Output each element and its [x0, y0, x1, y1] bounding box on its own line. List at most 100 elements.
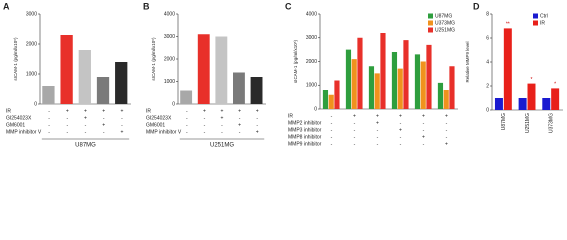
bar	[542, 98, 551, 110]
group-label: U251MG	[210, 143, 234, 149]
condition-sign: -	[204, 122, 206, 128]
condition-sign: -	[66, 129, 68, 135]
bar	[449, 66, 455, 109]
y-axis-label: sICAM-1 (pg/ml/x10⁵)	[151, 37, 156, 81]
bar	[115, 62, 128, 104]
condition-name: IR	[6, 108, 11, 114]
y-tick-label: 4	[486, 59, 489, 65]
y-axis-label: sICAM-1 (pg/ml/x10⁵)	[293, 39, 298, 83]
condition-sign: -	[66, 122, 68, 128]
condition-sign: -	[48, 129, 50, 135]
legend-swatch	[428, 20, 433, 26]
condition-sign: -	[423, 120, 425, 126]
y-tick-label: 2000	[26, 41, 37, 47]
condition-sign: -	[48, 122, 50, 128]
bar	[374, 73, 380, 109]
condition-sign: -	[186, 108, 188, 114]
y-tick-label: 8	[486, 11, 489, 17]
y-tick-label: 0	[172, 101, 175, 107]
condition-sign: +	[102, 108, 105, 114]
condition-sign: -	[331, 113, 333, 119]
condition-name: MMP inhibitor V	[146, 129, 182, 135]
bar	[397, 68, 403, 109]
condition-sign: +	[445, 141, 448, 147]
condition-sign: +	[353, 113, 356, 119]
bar	[494, 98, 503, 110]
x-tick-label: U87MG	[501, 113, 507, 130]
legend-swatch	[533, 13, 538, 19]
panel-label: C	[285, 1, 292, 11]
bar	[368, 66, 375, 109]
condition-sign: -	[331, 134, 333, 140]
x-tick-label: U251MG	[525, 113, 531, 133]
y-tick-label: 4000	[164, 11, 175, 17]
bar	[403, 40, 409, 109]
significance: *	[531, 77, 533, 83]
bar	[215, 36, 228, 104]
condition-name: MMP9 inhibitor	[288, 141, 322, 147]
bar	[345, 49, 352, 109]
bar	[180, 90, 193, 104]
condition-sign: -	[85, 129, 87, 135]
condition-sign: -	[400, 141, 402, 147]
bar	[328, 94, 334, 109]
condition-sign: +	[84, 115, 87, 121]
condition-sign: -	[48, 108, 50, 114]
condition-sign: +	[256, 108, 259, 114]
condition-sign: -	[121, 122, 123, 128]
bar	[322, 90, 329, 109]
condition-sign: +	[399, 127, 402, 133]
condition-sign: -	[354, 120, 356, 126]
x-tick-label: U373MG	[548, 113, 554, 133]
condition-name: IR	[146, 108, 151, 114]
condition-name: MMP3 inhibitor	[288, 127, 322, 133]
panel-label: B	[143, 1, 150, 11]
bar	[250, 77, 263, 104]
condition-sign: +	[221, 108, 224, 114]
condition-sign: -	[446, 127, 448, 133]
bar	[503, 28, 512, 110]
significance: **	[506, 22, 510, 28]
legend-swatch	[428, 27, 433, 33]
bar	[233, 72, 245, 104]
y-tick-label: 3000	[306, 35, 317, 41]
condition-sign: -	[239, 115, 241, 121]
condition-name: GI254023X	[6, 115, 32, 121]
condition-sign: -	[256, 115, 258, 121]
condition-sign: -	[221, 129, 223, 135]
condition-sign: -	[186, 129, 188, 135]
condition-sign: -	[186, 122, 188, 128]
condition-sign: +	[376, 113, 379, 119]
condition-sign: -	[103, 129, 105, 135]
legend-label: Ctrl	[540, 13, 548, 19]
y-tick-label: 6	[486, 35, 489, 41]
bar	[60, 35, 73, 104]
condition-sign: +	[376, 120, 379, 126]
condition-sign: -	[446, 120, 448, 126]
y-tick-label: 3000	[26, 11, 37, 17]
condition-sign: -	[331, 141, 333, 147]
condition-sign: -	[331, 127, 333, 133]
condition-sign: -	[377, 134, 379, 140]
condition-sign: +	[256, 129, 259, 135]
condition-sign: -	[256, 122, 258, 128]
condition-sign: -	[103, 115, 105, 121]
condition-name: GI254023X	[146, 115, 172, 121]
y-axis-label: sICAM-1 (pg/ml/x10⁵)	[13, 37, 18, 81]
y-tick-label: 3000	[164, 34, 175, 40]
condition-name: GM6001	[146, 122, 165, 128]
condition-name: IR	[288, 113, 293, 119]
y-tick-label: 2000	[306, 59, 317, 65]
panel-label: D	[473, 1, 480, 11]
condition-sign: -	[400, 120, 402, 126]
condition-sign: -	[48, 115, 50, 121]
condition-sign: +	[221, 115, 224, 121]
condition-sign: -	[423, 141, 425, 147]
condition-sign: -	[186, 115, 188, 121]
y-tick-label: 0	[486, 107, 489, 113]
bar	[78, 50, 91, 104]
condition-name: MMP8 inhibitor	[288, 134, 322, 140]
condition-sign: -	[354, 127, 356, 133]
condition-sign: -	[377, 141, 379, 147]
y-tick-label: 4000	[306, 11, 317, 17]
